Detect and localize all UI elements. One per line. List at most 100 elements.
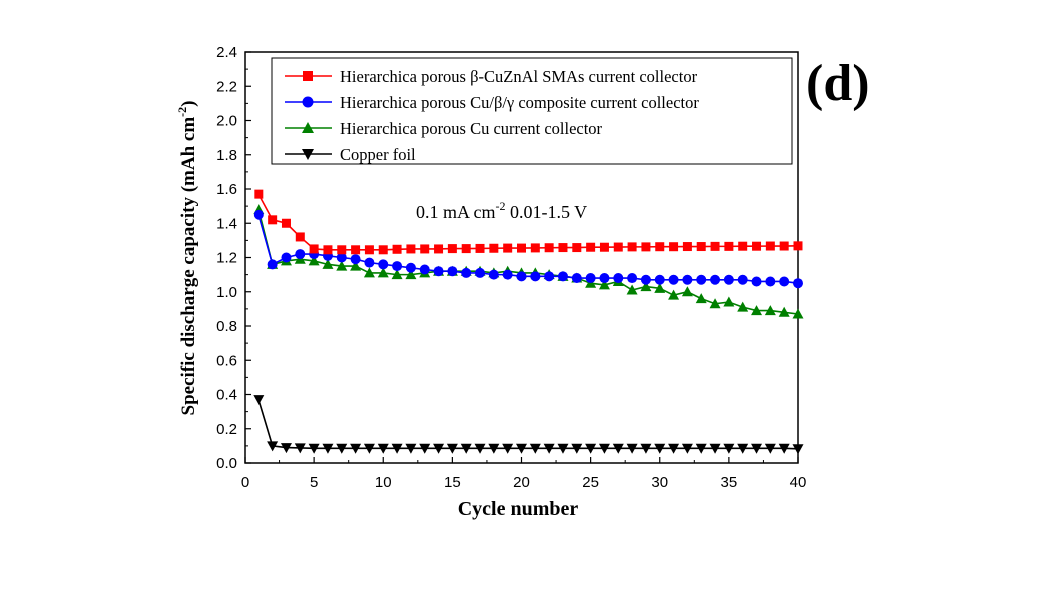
data-point [598,279,610,290]
legend-box [271,57,793,165]
data-point [475,267,486,278]
data-point [302,149,314,160]
data-point [669,242,679,252]
series-2 [253,209,803,289]
series-layer [253,189,804,455]
data-point [765,241,775,251]
x-tick-label: 0 [241,474,249,491]
data-point [765,276,776,287]
data-point [737,301,749,312]
data-point [627,273,638,284]
data-point [654,443,666,454]
data-point [516,443,527,454]
data-point [392,261,403,272]
data-point [377,267,389,278]
data-point [281,252,292,263]
data-point [302,122,314,133]
data-point [253,209,264,220]
y-tick-label: 0.2 [216,421,237,438]
data-point [792,308,804,319]
legend-entry: Hierarchica porous Cu current collector [285,119,603,138]
data-point [461,267,472,278]
data-point [322,443,334,454]
data-point [516,271,527,282]
data-point [502,269,513,280]
data-point [544,243,554,253]
data-point [392,244,402,254]
data-point [295,232,305,242]
y-tick-label: 1.2 [216,250,237,267]
data-point [558,243,568,253]
data-point [391,269,403,280]
data-point [268,215,278,225]
data-point [475,243,485,253]
data-point [420,244,430,254]
x-tick-label: 30 [651,474,668,491]
data-point [710,274,721,285]
x-tick-label: 40 [790,474,807,491]
data-point [378,245,388,255]
data-point [391,443,403,454]
data-point [447,244,457,254]
data-point [737,443,749,454]
data-point [303,71,313,81]
data-point [585,273,596,284]
data-point [336,260,348,271]
data-point [488,443,500,454]
data-point [585,443,597,454]
annotation-part2: 0.01-1.5 V [506,202,588,222]
data-point [323,245,333,255]
data-point [377,443,389,454]
data-point [294,443,306,454]
data-point [751,276,762,287]
x-axis-label: Cycle number [458,498,579,520]
annotation-sup: -2 [496,199,506,213]
data-point [364,245,374,255]
data-point [654,274,665,285]
series-line [258,214,799,284]
data-point [363,443,375,454]
axis-ticks: 0 5 10 15 20 25 30 35 40 0.0 0.2 0.4 0.6 0.8 1.0 1.2 1.4… [216,44,806,491]
data-point [253,395,265,406]
data-point [308,443,320,454]
y-tick-label: 1.6 [216,181,237,198]
condition-annotation: 0.1 mA cm-2 0.01-1.5 V [416,199,587,222]
data-point [405,262,416,273]
data-point [695,293,707,304]
data-point [267,259,278,270]
data-point [792,444,804,455]
data-point [654,282,666,293]
series-line [258,209,799,315]
y-tick-label: 0.8 [216,318,237,335]
data-point [336,252,347,263]
data-point [778,306,790,317]
data-point [363,267,375,278]
data-point [751,305,763,316]
x-tick-label: 25 [582,474,599,491]
data-point [612,443,624,454]
series-line [258,193,799,251]
data-point [668,274,679,285]
data-point [350,443,362,454]
data-point [572,243,582,253]
data-point [378,259,389,270]
y-axis-label: Specific discharge capacity (mAh cm-2) [175,101,199,416]
data-point [641,242,651,252]
data-point [793,241,803,251]
data-point [302,96,314,108]
data-point [723,443,735,454]
data-point [350,260,362,271]
data-point [351,245,361,255]
data-point [586,242,596,252]
data-point [461,244,471,254]
legend-items: Hierarchica porous β-CuZnAl SMAs current… [285,67,699,164]
data-point [530,243,540,253]
data-point [696,242,706,252]
data-point [598,443,610,454]
data-point [737,274,748,285]
x-tick-label: 35 [721,474,738,491]
y-tick-label: 0.6 [216,352,237,369]
data-point [681,443,693,454]
y-tick-label: 0.4 [216,387,237,404]
data-point [254,189,264,199]
